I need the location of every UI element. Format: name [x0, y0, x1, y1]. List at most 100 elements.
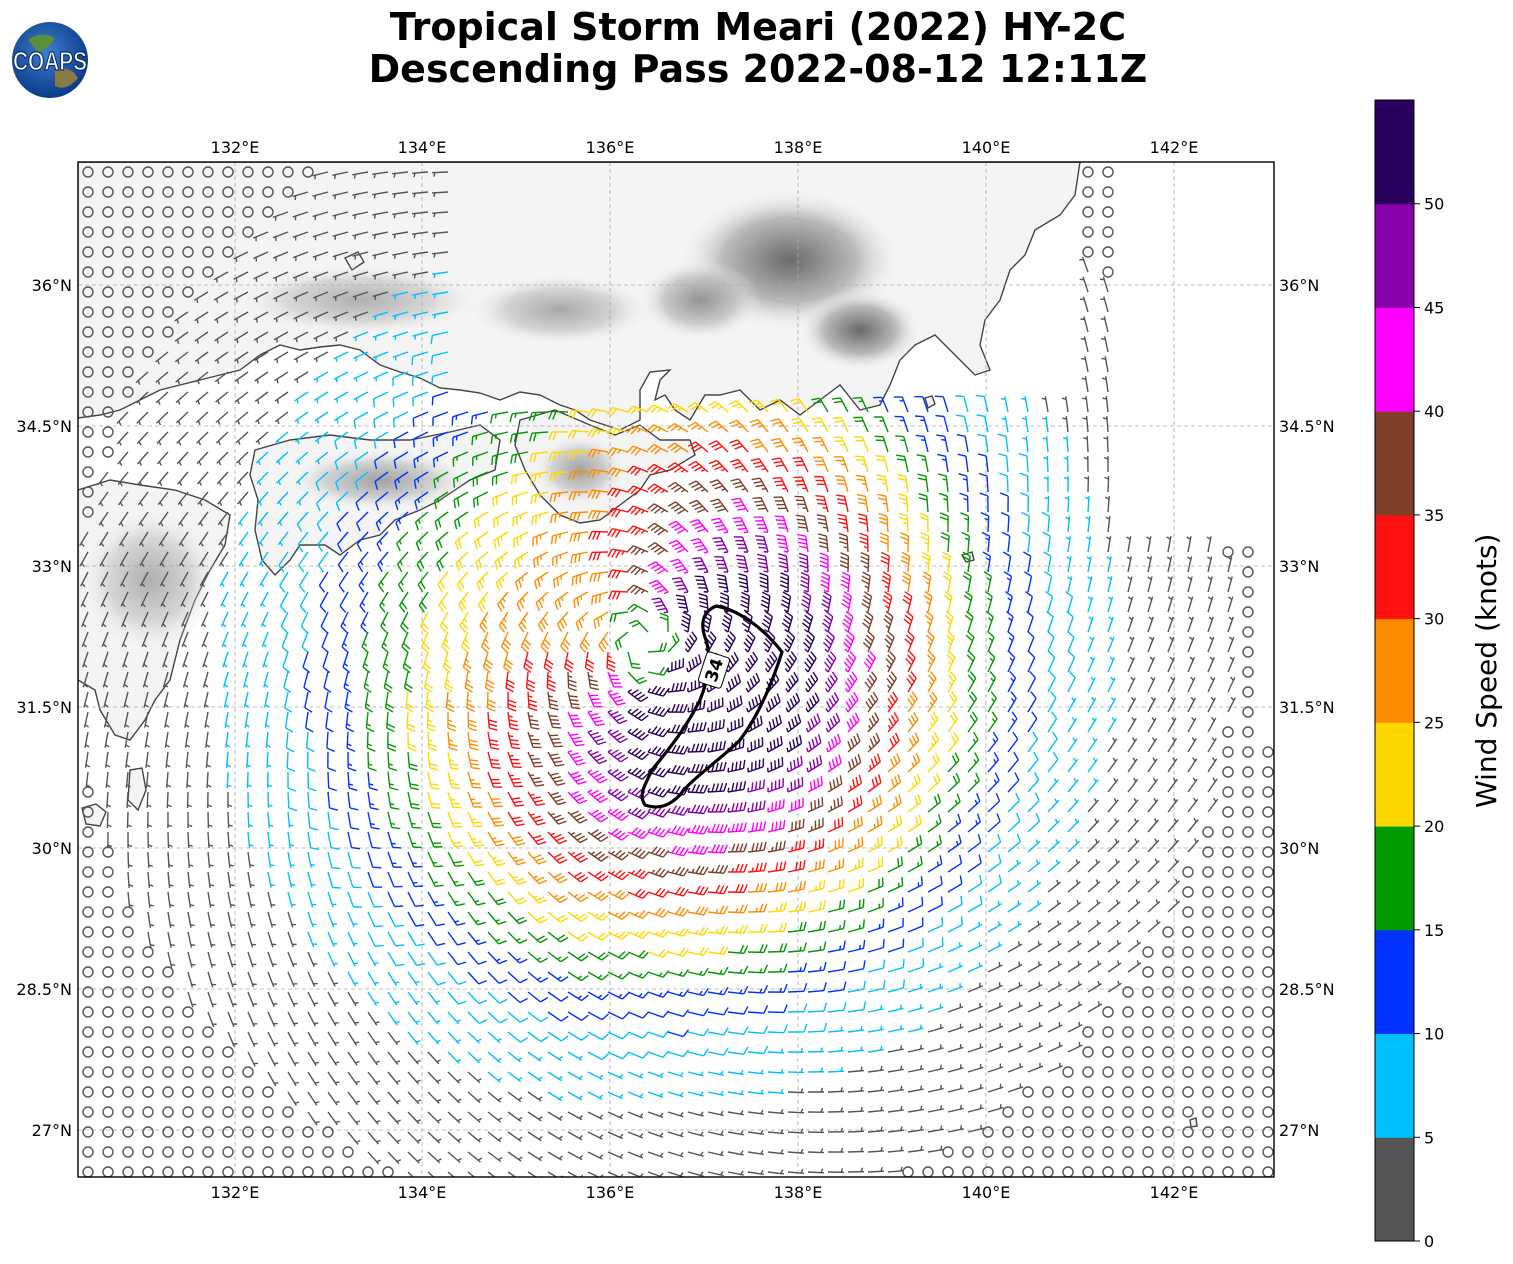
- wind-barb: [373, 371, 389, 382]
- wind-barb: [458, 591, 469, 613]
- wind-barb: [175, 371, 189, 385]
- wind-barb: [709, 479, 729, 493]
- wind-barb: [451, 411, 469, 426]
- wind-barb: [332, 271, 349, 281]
- wind-barb: [142, 246, 154, 258]
- wind-barb: [352, 331, 369, 342]
- wind-barb: [509, 411, 529, 423]
- wind-barb: [432, 451, 449, 468]
- wind-barb: [626, 445, 649, 456]
- wind-barb: [313, 371, 329, 383]
- wind-barb: [392, 311, 409, 320]
- wind-barb: [529, 431, 549, 442]
- wind-barb: [412, 311, 429, 320]
- wind-barb: [100, 591, 109, 608]
- wind-barb: [119, 551, 129, 568]
- wind-barb: [392, 191, 409, 199]
- wind-barb: [688, 499, 709, 514]
- wind-barb: [235, 411, 249, 425]
- wind-barb: [939, 512, 949, 533]
- wind-barb: [317, 531, 329, 553]
- wind-barb: [1082, 226, 1094, 238]
- wind-barb: [853, 416, 869, 433]
- wind-barb: [667, 501, 689, 515]
- wind-barb: [516, 591, 529, 612]
- colorbar-segment: [1375, 411, 1414, 516]
- colorbar-segment: [1375, 1033, 1414, 1138]
- wind-barb: [1084, 475, 1090, 493]
- wind-barb: [531, 511, 549, 526]
- colorbar-segment: [1375, 307, 1414, 412]
- wind-barb: [1085, 536, 1092, 553]
- wind-barb: [242, 226, 254, 238]
- wind-barb: [254, 391, 269, 405]
- wind-barb: [137, 491, 149, 507]
- wind-barb: [138, 511, 149, 527]
- wind-barb: [162, 306, 174, 318]
- wind-barb: [730, 478, 749, 493]
- wind-barb: [668, 520, 689, 534]
- wind-barb: [122, 346, 134, 358]
- wind-barb: [1106, 536, 1112, 553]
- hachijo-island: [960, 551, 975, 563]
- wind-barb: [919, 512, 929, 533]
- colorbar-tick-label: 25: [1424, 713, 1444, 732]
- wind-barb: [417, 571, 429, 593]
- wind-barb: [646, 404, 669, 414]
- wind-barb: [1106, 556, 1112, 573]
- wind-barb: [1102, 186, 1114, 198]
- lon-label: 142°E: [1150, 1183, 1199, 1202]
- wind-barb: [257, 531, 269, 547]
- wind-barb: [273, 311, 289, 323]
- wind-barb: [714, 555, 729, 573]
- wind-barb: [749, 418, 769, 433]
- wind-barb: [372, 331, 389, 341]
- wind-barb: [494, 551, 509, 570]
- wind-barb: [219, 571, 229, 588]
- lat-label: 27°N: [32, 1121, 72, 1140]
- wind-barb: [174, 311, 189, 324]
- wind-barb: [960, 512, 970, 533]
- wind-barb: [793, 476, 809, 493]
- wind-barb: [312, 251, 329, 261]
- wind-barb: [1102, 226, 1114, 238]
- wind-barb: [728, 419, 749, 433]
- wind-barb: [920, 532, 930, 553]
- wind-barb: [452, 451, 469, 467]
- wind-barb: [312, 211, 329, 220]
- wind-barb: [436, 551, 449, 572]
- wind-barb: [1043, 551, 1052, 573]
- wind-barb: [412, 431, 429, 448]
- wind-barb: [548, 451, 569, 461]
- wind-barb: [432, 271, 449, 279]
- wind-barb: [339, 591, 349, 613]
- wind-barbs: [79, 166, 1274, 1177]
- wind-barb: [82, 346, 94, 358]
- wind-barb: [118, 531, 129, 547]
- wind-barb: [876, 474, 889, 493]
- wind-barb: [606, 447, 629, 457]
- wind-barb: [337, 531, 349, 552]
- wind-barb: [82, 206, 94, 218]
- wind-barb: [833, 436, 849, 453]
- wind-barb: [1018, 452, 1029, 473]
- lat-label: 30°N: [1279, 839, 1319, 858]
- wind-barb: [416, 551, 429, 572]
- wind-barb: [921, 551, 931, 573]
- wind-barb: [490, 431, 509, 445]
- wind-barb: [475, 551, 489, 571]
- wind-barb: [252, 231, 269, 242]
- wind-barb: [372, 271, 389, 280]
- wind-barb: [977, 433, 989, 453]
- wind-barb: [82, 266, 94, 278]
- wind-barb: [770, 418, 789, 433]
- wind-barb: [750, 438, 769, 453]
- wind-barb: [955, 414, 969, 433]
- wind-barb: [120, 591, 129, 608]
- wind-barb: [393, 431, 409, 449]
- wind-barb: [937, 473, 949, 493]
- wind-barb: [193, 291, 209, 304]
- colorbar: 0 5 10 15 20 25 30 35 40 45 50: [1374, 99, 1444, 1251]
- wind-barb: [1105, 516, 1111, 533]
- wind-barb: [292, 191, 309, 201]
